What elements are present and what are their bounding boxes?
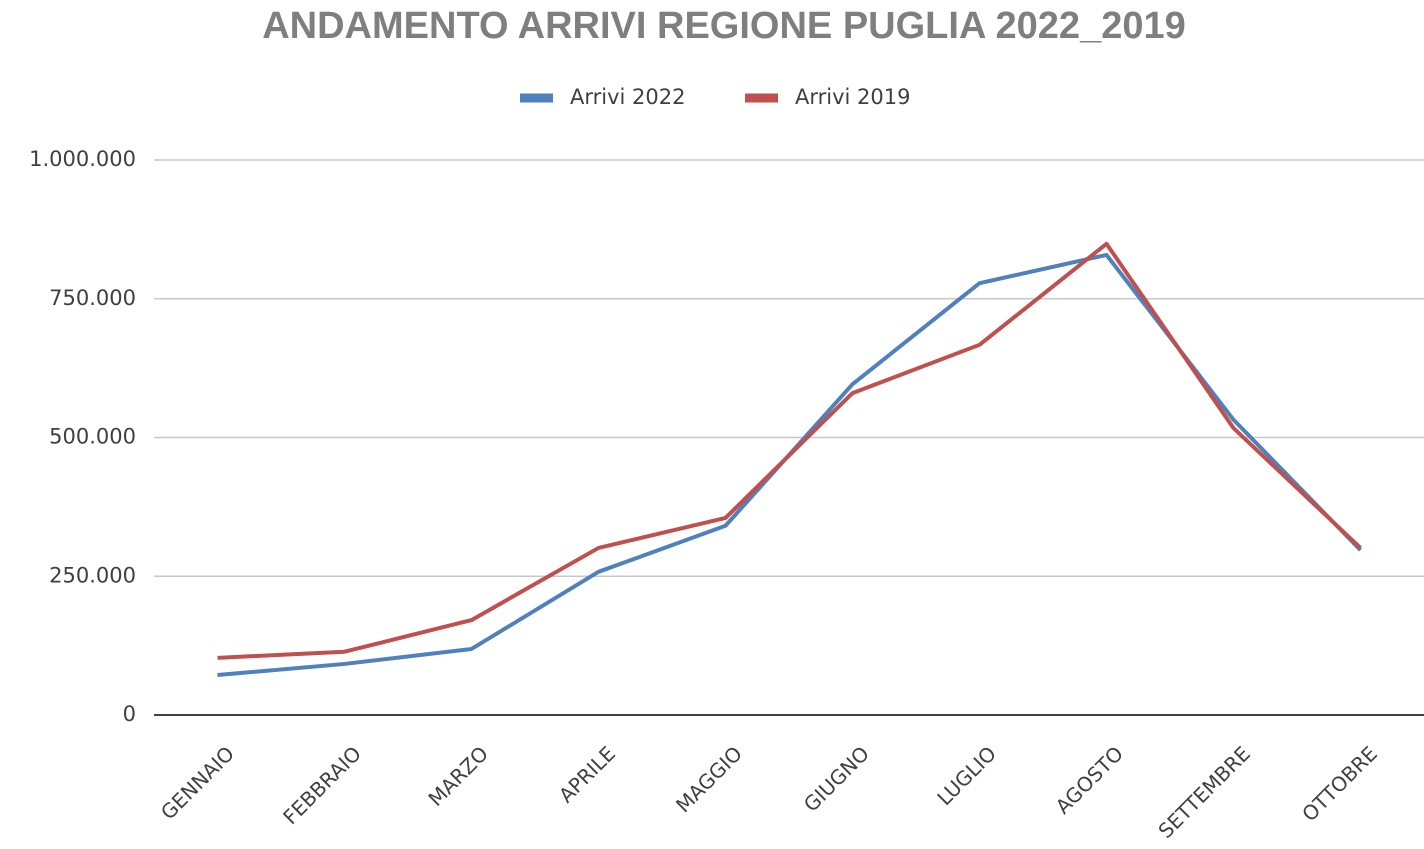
legend-label: Arrivi 2022 [570, 85, 685, 109]
series-line [217, 252, 1362, 678]
y-tick-label: 0 [123, 702, 136, 726]
x-tick-label: AGOSTO [1051, 741, 1128, 818]
x-tick-label: GENNAIO [156, 741, 239, 824]
y-tick-label: 1.000.000 [29, 147, 136, 171]
series-line [217, 241, 1362, 660]
y-tick-label: 750.000 [49, 286, 136, 310]
x-tick-label: FEBBRAIO [278, 741, 366, 829]
legend-label: Arrivi 2019 [795, 85, 910, 109]
x-tick-label: SETTEMBRE [1153, 741, 1255, 843]
x-tick-label: MARZO [423, 741, 492, 810]
chart-title: ANDAMENTO ARRIVI REGIONE PUGLIA 2022_201… [262, 5, 1186, 47]
y-tick-label: 250.000 [49, 563, 136, 587]
x-tick-label: APRILE [554, 741, 620, 807]
x-tick-label: MAGGIO [671, 741, 747, 817]
x-tick-label: GIUGNO [799, 741, 874, 816]
y-tick-label: 500.000 [49, 425, 136, 449]
x-tick-label: OTTOBRE [1297, 741, 1382, 826]
x-tick-label: LUGLIO [932, 741, 1001, 810]
